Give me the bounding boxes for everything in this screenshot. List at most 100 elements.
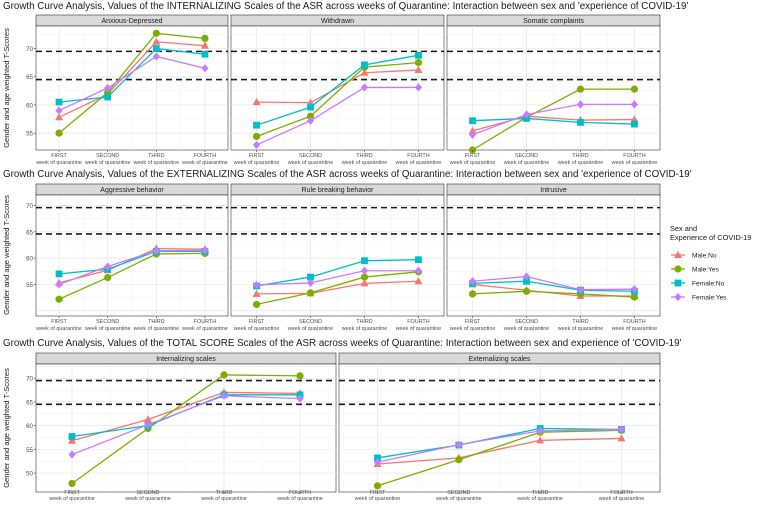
x-tick-label: week of quarantine [233, 160, 280, 166]
x-tick-label: week of quarantine [449, 160, 496, 166]
panel-rule-breaking-behavior: Rule breaking behavior FIRST week of quara… [230, 183, 445, 332]
legend-label: Female:No [692, 281, 725, 288]
x-tick-label: FIRST [64, 490, 80, 496]
data-point [252, 140, 261, 150]
x-tick-label: FOURTH [407, 153, 429, 159]
series-line [472, 115, 635, 132]
x-tick-label: FIRST [249, 319, 265, 325]
x-tick-label: THIRD [216, 490, 233, 496]
data-point [220, 391, 228, 400]
data-point [104, 273, 112, 282]
x-tick-label: week of quarantine [84, 326, 131, 332]
data-point [307, 103, 314, 111]
data-point [414, 266, 423, 275]
chart-title: Growth Curve Analysis, Values of the INT… [3, 1, 688, 12]
x-tick-label: week of quarantine [449, 326, 496, 332]
y-tick-label: 60 [26, 423, 33, 430]
data-point [55, 106, 63, 115]
legend-entry: Male:No [671, 250, 717, 260]
x-tick-label: week of quarantine [557, 326, 604, 332]
data-point [577, 118, 584, 126]
legend-label: Male:Yes [692, 267, 720, 274]
series-line [377, 428, 622, 463]
x-tick-label: week of quarantine [395, 326, 442, 332]
data-point [523, 277, 530, 285]
x-tick-label: FIRST [51, 153, 67, 159]
data-point [296, 394, 304, 403]
y-tick-label: 55 [26, 282, 33, 289]
data-point [201, 246, 209, 255]
y-tick-label: 50 [26, 471, 33, 478]
x-tick-label: FOURTH [194, 319, 216, 325]
data-point [536, 436, 545, 444]
x-tick-label: week of quarantine [341, 160, 388, 166]
legend-title: Experience of COVID-19 [670, 233, 751, 242]
y-tick-label: 55 [26, 131, 33, 138]
data-point [630, 293, 639, 301]
x-tick-label: THIRD [356, 319, 373, 325]
data-point [455, 440, 463, 449]
data-point [414, 65, 423, 73]
data-point [415, 256, 422, 264]
data-point [360, 68, 369, 76]
data-point [360, 83, 369, 92]
data-point [296, 372, 304, 380]
x-tick-label: FIRST [249, 153, 265, 159]
data-point [415, 51, 422, 59]
x-tick-label: FOURTH [623, 319, 645, 325]
x-tick-label: FIRST [51, 319, 67, 325]
x-tick-label: FOURTH [623, 153, 645, 159]
x-tick-label: FIRST [465, 153, 481, 159]
data-point [374, 454, 381, 462]
x-tick-label: SECOND [515, 319, 538, 325]
data-point [220, 371, 228, 379]
data-point [522, 272, 531, 281]
panel-title: Externalizing scales [469, 356, 531, 363]
data-point [617, 425, 626, 434]
data-point [68, 450, 76, 459]
x-tick-label: THIRD [148, 319, 165, 325]
chart-row-3: Growth Curve Analysis, Values of the TOT… [2, 338, 682, 502]
data-point [373, 458, 382, 467]
data-point [455, 456, 463, 464]
chart-row-1: Growth Curve Analysis, Values of the INT… [2, 1, 688, 166]
data-point [630, 285, 639, 294]
data-point [361, 257, 368, 265]
data-point [306, 289, 315, 297]
x-tick-label: SECOND [96, 153, 119, 159]
data-point [360, 273, 369, 281]
panel-title: Intrusive [540, 187, 567, 194]
x-tick-label: week of quarantine [48, 496, 95, 502]
data-point [630, 100, 639, 109]
x-tick-label: SECOND [299, 319, 322, 325]
series-line [58, 250, 205, 275]
x-tick-label: week of quarantine [341, 326, 388, 332]
x-tick-label: THIRD [148, 153, 165, 159]
data-point [104, 262, 112, 271]
series-line [71, 395, 301, 456]
series-line [71, 374, 301, 484]
x-tick-label: THIRD [572, 153, 589, 159]
y-tick-label: 60 [26, 256, 33, 263]
data-point [522, 110, 531, 119]
data-point [200, 41, 209, 49]
data-point [144, 420, 152, 429]
x-tick-label: FOURTH [194, 153, 216, 159]
data-point [152, 52, 160, 61]
data-point [373, 482, 382, 490]
x-tick-label: SECOND [299, 153, 322, 159]
x-tick-label: week of quarantine [611, 326, 658, 332]
data-point [253, 121, 260, 129]
data-point [630, 85, 639, 93]
x-tick-label: week of quarantine [557, 160, 604, 166]
panel-title: Rule breaking behavior [302, 187, 375, 194]
x-tick-label: week of quarantine [611, 160, 658, 166]
series-line [58, 252, 205, 300]
series-line [256, 259, 419, 287]
data-point [306, 278, 315, 287]
data-point [104, 93, 112, 101]
